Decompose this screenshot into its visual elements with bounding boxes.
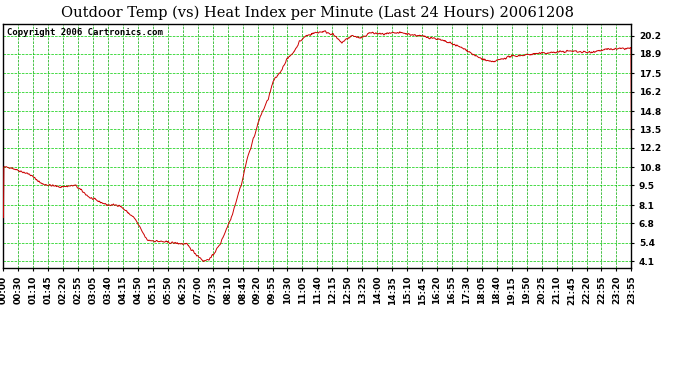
Text: Outdoor Temp (vs) Heat Index per Minute (Last 24 Hours) 20061208: Outdoor Temp (vs) Heat Index per Minute …	[61, 6, 574, 20]
Text: Copyright 2006 Cartronics.com: Copyright 2006 Cartronics.com	[7, 28, 162, 37]
